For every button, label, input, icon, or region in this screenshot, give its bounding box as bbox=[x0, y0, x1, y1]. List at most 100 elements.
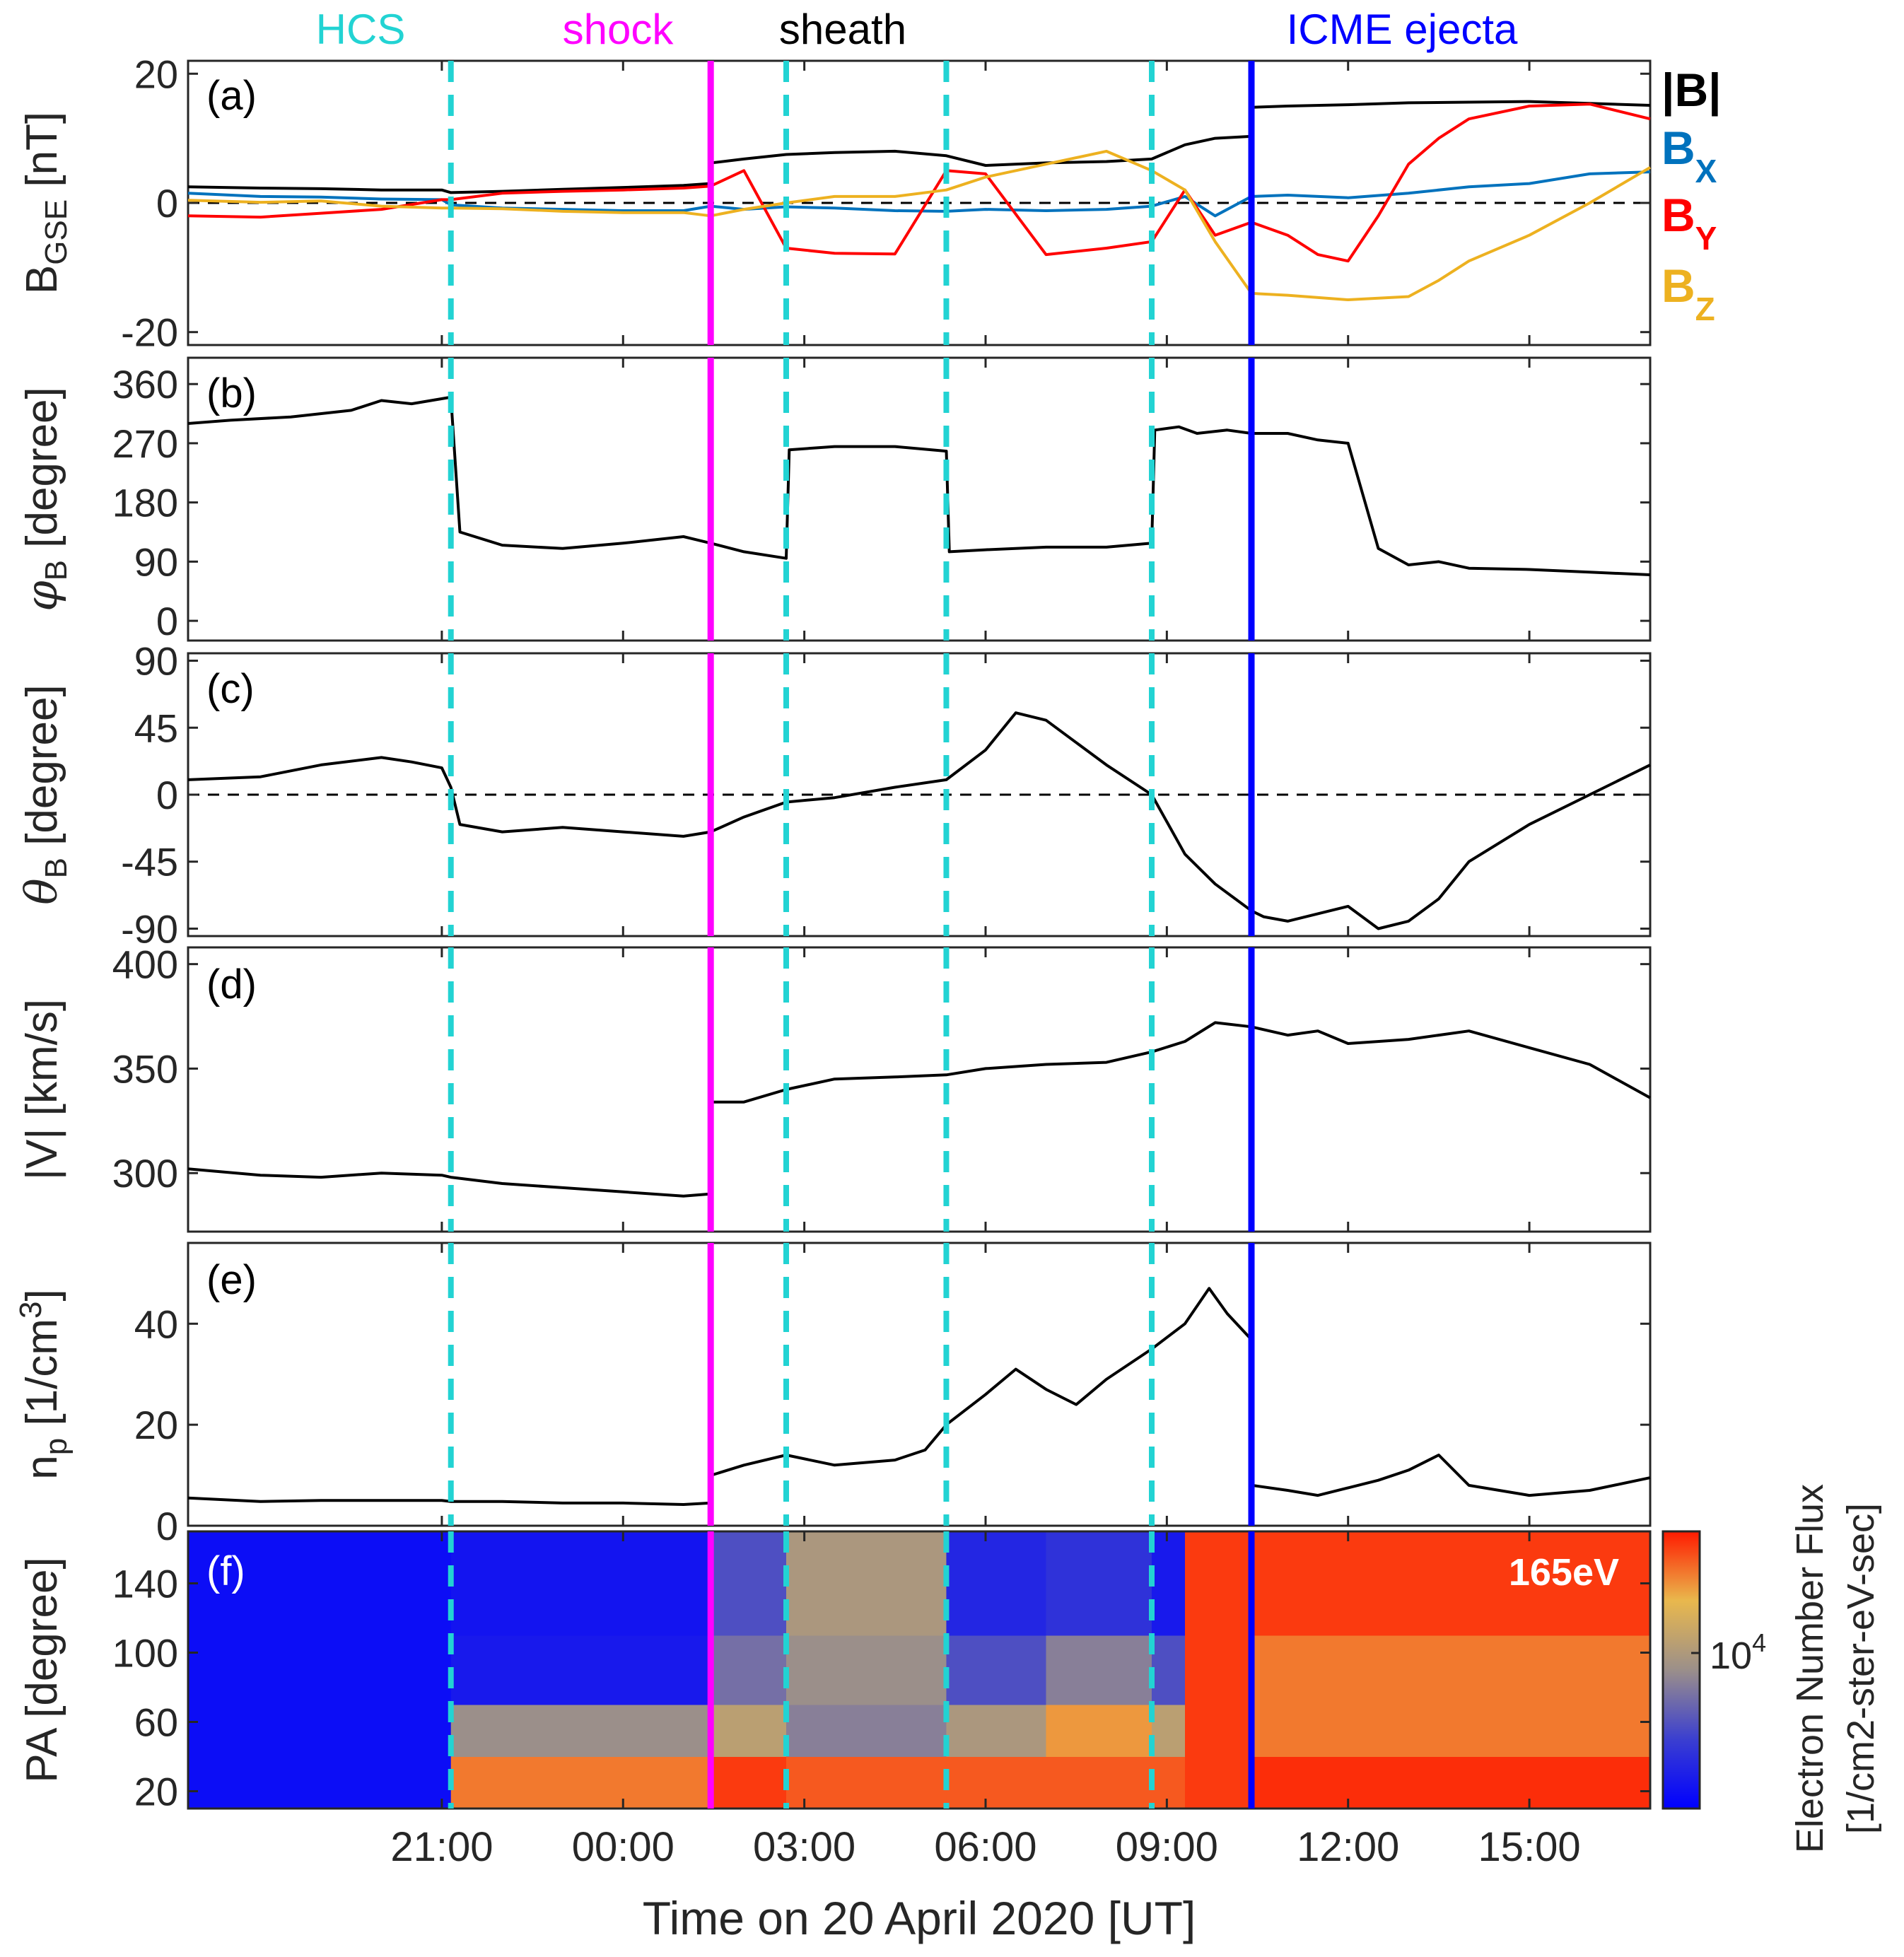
colorbar-label-line1: Electron Number Flux bbox=[1789, 1484, 1831, 1853]
ytick-label-a-0: 20 bbox=[134, 52, 178, 96]
event-marker-lines bbox=[448, 61, 1255, 1809]
ytick-label-d-1: 350 bbox=[112, 1046, 178, 1091]
ytick-label-b-0: 360 bbox=[112, 362, 178, 407]
heatmap-cell-8-0 bbox=[1251, 1756, 1650, 1809]
ytick-label-f-2: 60 bbox=[134, 1700, 178, 1745]
xtick-label-2: 03:00 bbox=[753, 1824, 855, 1870]
panel-f-yticks: 140 100 60 20 bbox=[112, 1562, 1650, 1814]
panel-e-ylabel-sup: 3 bbox=[13, 1301, 48, 1318]
ytick-label-e-0: 40 bbox=[134, 1302, 178, 1346]
heatmap-cell-7-0 bbox=[1185, 1756, 1252, 1809]
panel-c-series bbox=[187, 711, 1651, 930]
heatmap-cell-3-0 bbox=[786, 1756, 947, 1809]
panel-b-frame bbox=[187, 356, 1652, 642]
ytick-label-b-3: 90 bbox=[134, 539, 178, 584]
ytick-label-e-1: 20 bbox=[134, 1403, 178, 1447]
panel-c: 90 45 0 -45 -90 (c) θB [degree] bbox=[16, 639, 1652, 951]
heatmap-cell-2-0 bbox=[711, 1756, 787, 1809]
ytick-label-e-2: 0 bbox=[156, 1504, 178, 1548]
panel-e-frame bbox=[187, 1242, 1652, 1527]
panel-c-ylabel-unit: [degree] bbox=[18, 684, 66, 858]
panel-e: 40 20 0 (e) np [1/cm3] bbox=[13, 1242, 1652, 1548]
xtick-label-3: 06:00 bbox=[934, 1824, 1036, 1870]
panel-a-ylabel-main: B bbox=[18, 265, 66, 294]
legend-bmag: |B| bbox=[1661, 64, 1722, 117]
heatmap-cell-3-1 bbox=[786, 1705, 947, 1757]
panel-a-tag: (a) bbox=[206, 73, 257, 119]
ytick-label-c-2: 0 bbox=[156, 773, 178, 817]
panel-e-ylabel-sub: p bbox=[39, 1438, 74, 1455]
legend-bx: BX bbox=[1661, 122, 1717, 189]
panel-b-yticks: 360 270 180 90 0 bbox=[112, 362, 1650, 643]
panel-a: 20 0 -20 (a) BGSE [nT] |B| BX BY BZ bbox=[18, 52, 1722, 354]
x-tick-labels: 21:00 00:00 03:00 06:00 09:00 12:00 15:00 bbox=[390, 1824, 1580, 1870]
heatmap-cell-1-3 bbox=[450, 1531, 711, 1636]
panel-e-tag: (e) bbox=[206, 1257, 257, 1303]
panel-a-ylabel-unit: [nT] bbox=[18, 112, 66, 199]
panel-b-tag: (b) bbox=[206, 370, 257, 416]
heatmap-cell-5-0 bbox=[1046, 1756, 1152, 1809]
panel-b: 360 270 180 90 0 (b) φB [degree] bbox=[16, 356, 1652, 643]
ytick-label-a-2: -20 bbox=[121, 310, 178, 355]
ytick-label-c-3: -45 bbox=[121, 840, 178, 884]
ytick-label-f-1: 100 bbox=[112, 1631, 178, 1676]
ytick-label-d-0: 400 bbox=[112, 942, 178, 987]
panel-e-ylabel: np [1/cm3] bbox=[13, 1289, 74, 1480]
panel-a-yticks: 20 0 -20 bbox=[121, 52, 1650, 355]
panel-b-ylabel-unit: [degree] bbox=[18, 387, 66, 560]
panel-b-ylabel: φB [degree] bbox=[16, 387, 74, 612]
panel-f: 140 100 60 20 (f) 165eV PA [degree] 104 Ele… bbox=[18, 1484, 1882, 1853]
colorbar bbox=[1661, 1530, 1701, 1810]
heatmap-cell-1-0 bbox=[450, 1756, 711, 1809]
ytick-label-c-1: 45 bbox=[134, 706, 178, 750]
xtick-label-0: 21:00 bbox=[390, 1824, 493, 1870]
heatmap-cell-6-3 bbox=[1152, 1531, 1186, 1636]
heatmap-cell-3-3 bbox=[786, 1531, 947, 1636]
xtick-label-1: 00:00 bbox=[572, 1824, 674, 1870]
panel-d-yticks: 400 350 300 bbox=[112, 942, 1650, 1196]
ytick-label-a-1: 0 bbox=[156, 181, 178, 226]
panel-e-ylabel-end: ] bbox=[18, 1289, 66, 1301]
panel-c-tag: (c) bbox=[206, 666, 255, 712]
series-line-c-0 bbox=[187, 711, 1651, 930]
heatmap-cell-8-1 bbox=[1251, 1705, 1650, 1757]
xtick-label-5: 12:00 bbox=[1297, 1824, 1399, 1870]
series-line-b-0 bbox=[187, 395, 1651, 576]
ytick-label-f-0: 140 bbox=[112, 1562, 178, 1606]
heatmap-cell-0-2 bbox=[188, 1635, 452, 1705]
heatmap-cell-5-3 bbox=[1046, 1531, 1152, 1636]
panel-e-ylabel-unit: [1/cm bbox=[18, 1319, 66, 1438]
colorbar-label-line2: [1/cm2-ster-eV-sec] bbox=[1840, 1503, 1882, 1834]
panel-b-ylabel-sym: φ bbox=[16, 580, 67, 612]
heatmap-cell-2-1 bbox=[711, 1705, 787, 1757]
panel-b-ylabel-sub: B bbox=[39, 560, 74, 580]
legend-bz: BZ bbox=[1661, 259, 1715, 327]
heatmap-cell-6-0 bbox=[1152, 1756, 1186, 1809]
ytick-label-c-0: 90 bbox=[134, 639, 178, 684]
heatmap-cell-4-0 bbox=[946, 1756, 1046, 1809]
label-shock: shock bbox=[563, 6, 674, 53]
heatmap-cell-6-1 bbox=[1152, 1705, 1186, 1757]
heatmap-cell-7-3 bbox=[1185, 1531, 1252, 1636]
heatmap-cell-2-2 bbox=[711, 1635, 787, 1705]
series-line-a-0 bbox=[187, 100, 1651, 194]
heatmap-cell-7-1 bbox=[1185, 1705, 1252, 1757]
panel-e-series bbox=[187, 1287, 1651, 1506]
colorbar-tick-label: 104 bbox=[1710, 1628, 1766, 1677]
panel-a-ylabel: BGSE [nT] bbox=[18, 112, 74, 294]
panel-a-legend: |B| BX BY BZ bbox=[1661, 64, 1722, 327]
label-sheath: sheath bbox=[779, 6, 906, 53]
panel-f-energy: 165eV bbox=[1509, 1551, 1619, 1594]
heatmap-cell-0-0 bbox=[188, 1756, 452, 1809]
panel-e-ylabel-main: n bbox=[18, 1455, 66, 1479]
panel-c-ylabel-sub: B bbox=[39, 858, 74, 878]
panel-e-yticks: 40 20 0 bbox=[134, 1302, 1650, 1548]
x-axis-label: Time on 20 April 2020 [UT] bbox=[643, 1892, 1196, 1944]
panel-c-ylabel: θB [degree] bbox=[16, 684, 74, 904]
panel-b-series bbox=[187, 395, 1651, 576]
label-hcs: HCS bbox=[316, 6, 406, 53]
ytick-label-c-4: -90 bbox=[121, 906, 178, 951]
panel-f-frame bbox=[187, 1530, 1652, 1810]
ytick-label-b-2: 180 bbox=[112, 481, 178, 525]
